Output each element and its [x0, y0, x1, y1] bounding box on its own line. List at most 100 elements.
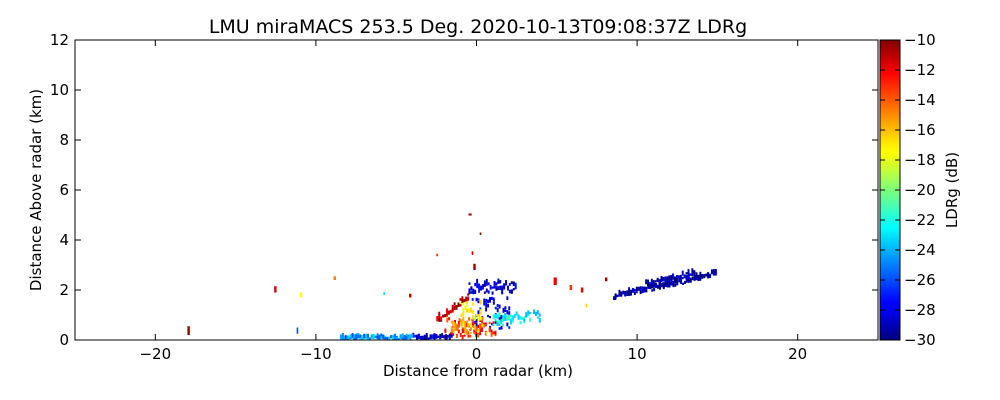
echo-region-9-cell	[392, 335, 394, 338]
echo-region-4-cell	[452, 332, 455, 337]
echo-region-5-cell	[458, 318, 461, 322]
colorbar-tick-label: −14	[904, 91, 936, 109]
echo-region-9-cell	[401, 333, 404, 338]
echo-region-8-cell	[429, 334, 432, 340]
echo-region-2-cell	[481, 284, 484, 290]
echo-region-3-cell	[498, 304, 501, 309]
echo-region-4-cell	[490, 332, 493, 337]
echo-region-6-cell	[479, 316, 482, 320]
echo-region-9-cell	[351, 333, 354, 338]
echo-region-7-cell	[507, 315, 510, 321]
echo-region-9-cell	[380, 333, 383, 339]
echo-region-0-cell	[697, 274, 700, 279]
echo-region-4-cell	[457, 320, 460, 326]
echo-region-0-cell	[637, 286, 640, 291]
echo-region-0-cell	[699, 273, 702, 279]
echo-region-2-cell	[468, 288, 471, 293]
echo-region-7-cell	[506, 315, 508, 319]
echo-region-0-cell	[705, 273, 708, 277]
echo-region-8-cell	[437, 335, 440, 338]
echo-region-7-cell	[496, 320, 499, 324]
isolated-echo-5	[344, 335, 347, 339]
echo-region-9-cell	[341, 333, 344, 338]
echo-region-7-cell	[521, 317, 524, 321]
echo-region-7-cell	[519, 316, 522, 320]
colorbar-tick-label: −28	[904, 301, 936, 319]
echo-region-4-cell	[444, 328, 447, 332]
echo-region-3-cell	[483, 301, 486, 306]
echo-region-2-cell	[497, 281, 500, 284]
echo-region-4-cell	[490, 329, 493, 333]
echo-region-1-cell	[681, 276, 684, 280]
echo-region-1-cell	[652, 280, 655, 286]
echo-region-9-cell	[359, 334, 362, 338]
echo-region-4-cell	[467, 331, 470, 335]
echo-region-5-cell	[454, 323, 457, 329]
echo-region-8-cell	[427, 337, 430, 340]
echo-region-1-cell	[647, 281, 649, 287]
isolated-echo-14	[569, 285, 573, 290]
echo-region-0-cell	[670, 279, 673, 285]
echo-region-2-cell	[476, 278, 479, 284]
echo-region-6-cell	[464, 305, 467, 310]
echo-region-10-cell	[457, 302, 460, 307]
echo-region-0-cell	[703, 274, 706, 278]
echo-region-4-cell	[448, 317, 451, 321]
echo-region-10-cell	[461, 298, 464, 303]
echo-region-1-cell	[685, 274, 688, 280]
echo-region-1-cell	[677, 275, 680, 278]
isolated-echo-17	[585, 303, 588, 308]
echo-region-0-cell	[685, 278, 688, 283]
isolated-echo-15	[580, 287, 584, 293]
echo-region-9-cell	[403, 334, 406, 340]
echo-region-1-cell	[672, 273, 675, 278]
echo-region-1-cell	[679, 274, 682, 279]
echo-region-3-cell	[506, 296, 509, 301]
colorbar-tick-label: −24	[904, 241, 936, 259]
colorbar-tick-label: −16	[904, 121, 936, 139]
echo-region-4-cell	[467, 334, 470, 338]
echo-region-6-cell	[464, 320, 467, 325]
echo-region-3-cell	[477, 300, 480, 304]
echo-region-1-cell	[664, 279, 667, 283]
echo-region-4-cell	[475, 332, 478, 336]
echo-region-4-cell	[446, 317, 449, 323]
echo-region-5-cell	[473, 324, 476, 327]
echo-region-3-cell	[473, 321, 476, 325]
echo-region-6-cell	[460, 313, 463, 317]
echo-region-4-cell	[444, 330, 447, 333]
echo-region-7-cell	[496, 314, 499, 319]
echo-region-1-cell	[654, 280, 657, 283]
echo-region-0-cell	[662, 285, 665, 289]
echo-region-3-cell	[498, 316, 501, 321]
echo-region-7-cell	[504, 314, 507, 317]
echo-region-2-cell	[472, 288, 475, 294]
echo-region-2-cell	[493, 281, 496, 284]
echo-region-7-cell	[498, 312, 501, 318]
echo-region-4-cell	[455, 333, 458, 336]
echo-region-2-cell	[485, 283, 488, 286]
echo-region-0-cell	[674, 281, 677, 284]
echo-region-3-cell	[506, 322, 509, 327]
echo-region-0-cell	[670, 283, 673, 286]
echo-region-9-cell	[341, 336, 344, 340]
echo-region-2-cell	[487, 282, 490, 286]
echo-region-9-cell	[353, 334, 356, 339]
echo-region-0-cell	[691, 276, 694, 281]
echo-region-9-cell	[368, 337, 371, 340]
echo-region-10-cell	[451, 306, 454, 311]
echo-region-5-cell	[464, 329, 467, 334]
echo-region-3-cell	[485, 307, 488, 312]
echo-region-10-cell	[445, 308, 448, 314]
echo-region-1-cell	[672, 276, 675, 280]
echo-region-5-cell	[473, 332, 476, 335]
echo-region-5-cell	[466, 329, 469, 334]
echo-region-0-cell	[628, 290, 631, 296]
echo-region-1-cell	[687, 273, 690, 278]
echo-region-1-cell	[645, 279, 648, 285]
isolated-echo-6	[383, 292, 385, 295]
echo-region-6-cell	[468, 308, 471, 314]
echo-region-4-cell	[479, 331, 481, 336]
echo-region-4-cell	[473, 329, 476, 334]
echo-region-9-cell	[382, 334, 385, 339]
